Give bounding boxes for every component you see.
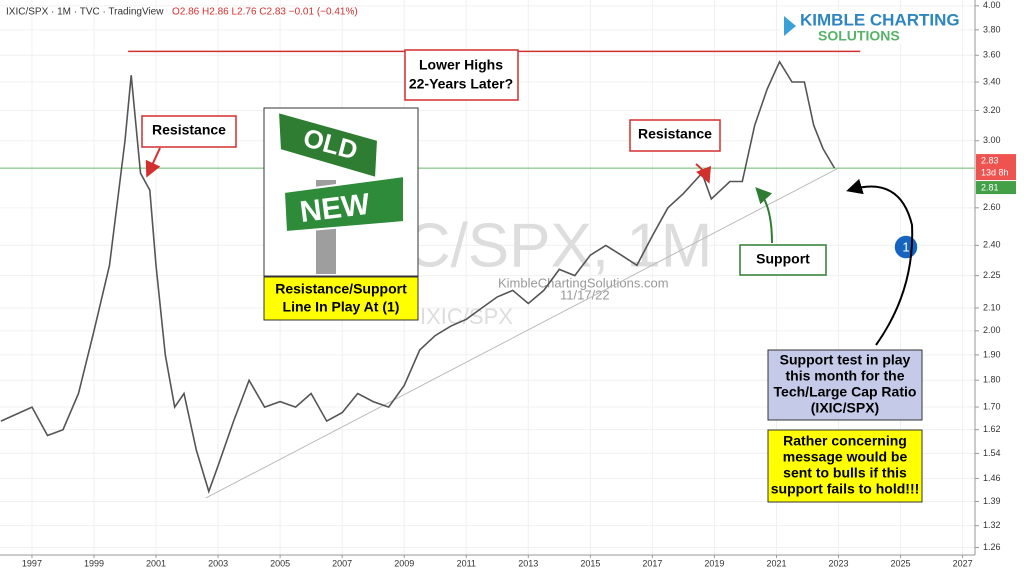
arrow bbox=[695, 163, 711, 184]
callout bbox=[629, 119, 721, 152]
last-price-box bbox=[976, 154, 1016, 181]
arrow bbox=[846, 178, 914, 346]
arrow bbox=[755, 187, 773, 244]
y-tick-label: 2.10 bbox=[983, 302, 1001, 312]
arrow bbox=[145, 147, 161, 178]
callout-text: Support bbox=[756, 251, 810, 267]
callout bbox=[767, 349, 923, 421]
callout bbox=[739, 244, 827, 276]
y-tick-label: 2.00 bbox=[983, 325, 1001, 335]
ohlc: O2.86 H2.86 L2.76 C2.83 −0.01 (−0.41%) bbox=[172, 7, 358, 18]
y-tick-label: 3.20 bbox=[983, 105, 1001, 115]
logo-icon bbox=[784, 16, 796, 36]
sign-image: OLD NEW bbox=[263, 107, 419, 277]
callout-text: Lower Highs bbox=[419, 57, 503, 73]
sign-board bbox=[276, 110, 380, 180]
x-tick-label: 2011 bbox=[457, 558, 476, 568]
y-tick-label: 2.40 bbox=[983, 240, 1001, 250]
callout bbox=[263, 276, 419, 321]
x-tick-label: 2015 bbox=[580, 558, 600, 568]
y-tick-label: 4.00 bbox=[983, 0, 1001, 10]
callout-text: Tech/Large Cap Ratio bbox=[774, 384, 917, 400]
price-label: 2.81 bbox=[981, 182, 999, 192]
y-tick-label: 1.26 bbox=[983, 542, 1001, 552]
x-tick-label: 2021 bbox=[766, 558, 786, 568]
x-tick-label: 2003 bbox=[208, 558, 228, 568]
axes: 4.00 3.80 3.60 3.40 3.20 3.00 2.60 2.40 2.25 2.10… bbox=[22, 0, 1016, 568]
callout-text: Resistance bbox=[638, 126, 712, 142]
y-tick-label: 1.32 bbox=[983, 520, 1001, 530]
last-price: 2.83 bbox=[981, 155, 999, 165]
y-tick-label: 2.25 bbox=[983, 270, 1001, 280]
x-tick-label: 2025 bbox=[891, 558, 911, 568]
callout-text: Resistance/Support bbox=[275, 281, 407, 297]
y-tick-label: 1.39 bbox=[983, 496, 1001, 506]
callout bbox=[404, 49, 519, 101]
callout-text: this month for the bbox=[786, 368, 905, 384]
x-tick-label: 2019 bbox=[704, 558, 724, 568]
y-tick-label: 3.60 bbox=[983, 50, 1001, 60]
logo-text: SOLUTIONS bbox=[818, 28, 900, 44]
date-watermark: 11/17/22 bbox=[560, 287, 610, 302]
price-box bbox=[976, 181, 1016, 195]
y-tick-label: 3.40 bbox=[983, 76, 1001, 86]
callout bbox=[767, 429, 923, 503]
y-axis-bg bbox=[975, 0, 1024, 571]
callout-text: message would be bbox=[783, 449, 908, 465]
y-tick-label: 1.70 bbox=[983, 401, 1001, 411]
callout-text: (IXIC/SPX) bbox=[811, 400, 879, 416]
logo-text: KIMBLE CHARTING bbox=[800, 10, 960, 29]
marker-text: 1 bbox=[902, 239, 909, 254]
x-tick-label: 2001 bbox=[146, 558, 166, 568]
y-tick-label: 1.62 bbox=[983, 424, 1001, 434]
y-tick-label: 1.54 bbox=[983, 448, 1001, 458]
y-tick-label: 3.00 bbox=[983, 135, 1001, 145]
callout bbox=[141, 115, 237, 148]
price-line bbox=[0, 60, 836, 494]
x-tick-label: 2023 bbox=[828, 558, 848, 568]
logo-bg bbox=[780, 10, 960, 44]
x-tick-label: 2005 bbox=[270, 558, 290, 568]
x-tick-label: 2013 bbox=[518, 558, 538, 568]
countdown: 13d 8h bbox=[981, 167, 1009, 177]
logo: KIMBLE CHARTING SOLUTIONS bbox=[780, 10, 960, 44]
x-tick-label: 1999 bbox=[84, 558, 104, 568]
callout-text: Rather concerning bbox=[783, 433, 907, 449]
x-tick-label: 2009 bbox=[394, 558, 414, 568]
callout-text: support fails to hold!!! bbox=[771, 481, 920, 497]
y-tick-label: 1.80 bbox=[983, 375, 1001, 385]
y-tick-label: 1.46 bbox=[983, 473, 1001, 483]
watermark-small: IXIC/SPX bbox=[420, 304, 513, 329]
y-tick-label: 2.60 bbox=[983, 202, 1001, 212]
callout-text: Resistance bbox=[152, 122, 226, 138]
x-tick-label: 2007 bbox=[332, 558, 352, 568]
y-tick-label: 1.90 bbox=[983, 349, 1001, 359]
callout-text: sent to bulls if this bbox=[783, 465, 907, 481]
x-tick-label: 2027 bbox=[953, 558, 973, 568]
y-tick-label: 3.80 bbox=[983, 24, 1001, 34]
callout-text: 22-Years Later? bbox=[409, 76, 513, 92]
callout-text: Support test in play bbox=[780, 352, 911, 368]
sign-board bbox=[282, 174, 405, 234]
x-tick-label: 1997 bbox=[22, 558, 42, 568]
x-tick-label: 2017 bbox=[642, 558, 662, 568]
trend-line bbox=[205, 167, 839, 499]
symbol: IXIC/SPX · 1M · TVC · TradingView bbox=[6, 7, 164, 18]
callout-text: Line In Play At (1) bbox=[283, 299, 400, 315]
